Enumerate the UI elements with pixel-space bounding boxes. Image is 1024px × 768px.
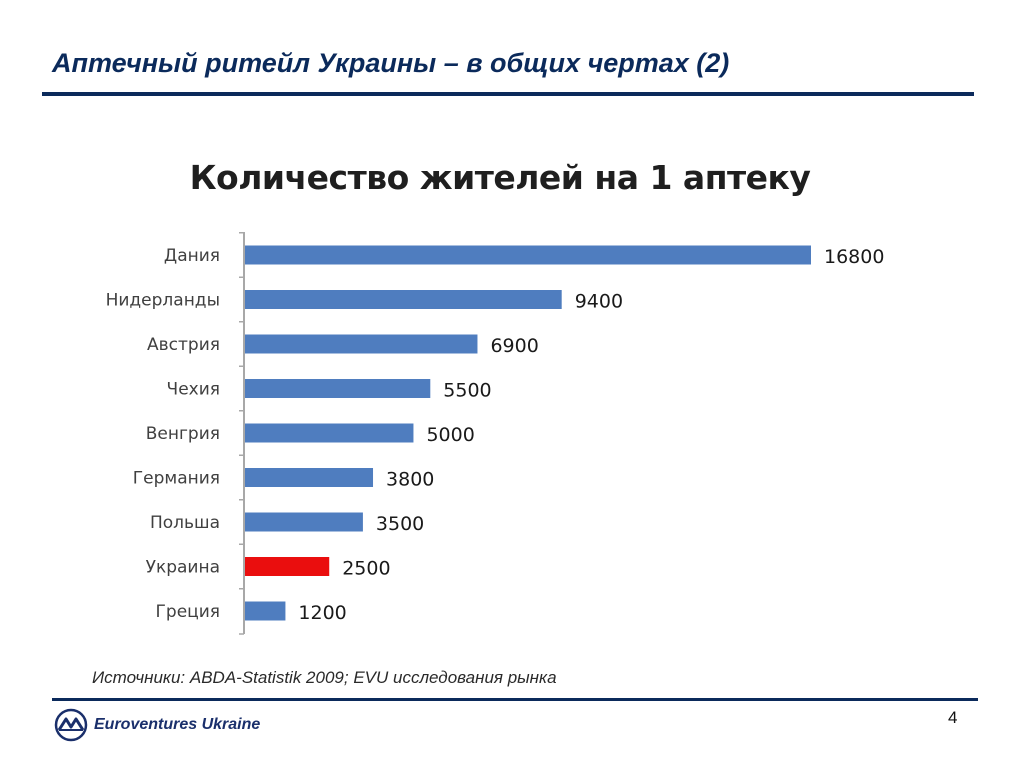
category-label: Венгрия [146,424,220,444]
value-label: 2500 [342,558,390,580]
category-label: Чехия [167,380,220,400]
bar [245,290,562,309]
bar [245,423,414,443]
company-name: Euroventures Ukraine [94,716,261,733]
category-label: Польша [150,513,220,533]
category-label: Дания [164,246,220,266]
value-label: 9400 [575,291,623,313]
title-divider [42,92,974,96]
value-label: 5500 [443,380,491,402]
bar [245,468,374,487]
footer-divider [52,698,978,701]
category-label: Украина [146,558,220,578]
source-note: Источники: ABDA-Statistik 2009; EVU иссл… [92,668,557,687]
bar [245,334,478,354]
value-label: 5000 [426,424,474,446]
bar [245,512,363,532]
category-label: Австрия [147,335,220,355]
company-logo: Euroventures Ukraine [54,708,260,742]
category-label: Германия [133,469,220,489]
page-number: 4 [948,708,958,727]
category-label: Нидерланды [106,291,220,311]
bar [245,557,330,576]
value-label: 6900 [490,335,538,357]
value-label: 16800 [824,246,884,268]
value-label: 3500 [376,513,424,535]
slide-title: Аптечный ритейл Украины – в общих чертах… [52,48,730,78]
bar [245,245,811,265]
chart-title: Количество жителей на 1 аптеку [189,158,811,197]
value-label: 1200 [298,602,346,624]
euroventures-logo-icon [54,708,88,742]
category-label: Греция [156,602,220,622]
value-label: 3800 [386,469,434,491]
bar [245,379,431,398]
bar [245,601,286,621]
